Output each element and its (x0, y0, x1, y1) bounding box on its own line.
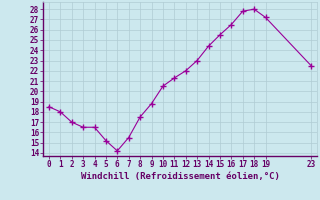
X-axis label: Windchill (Refroidissement éolien,°C): Windchill (Refroidissement éolien,°C) (81, 172, 279, 181)
